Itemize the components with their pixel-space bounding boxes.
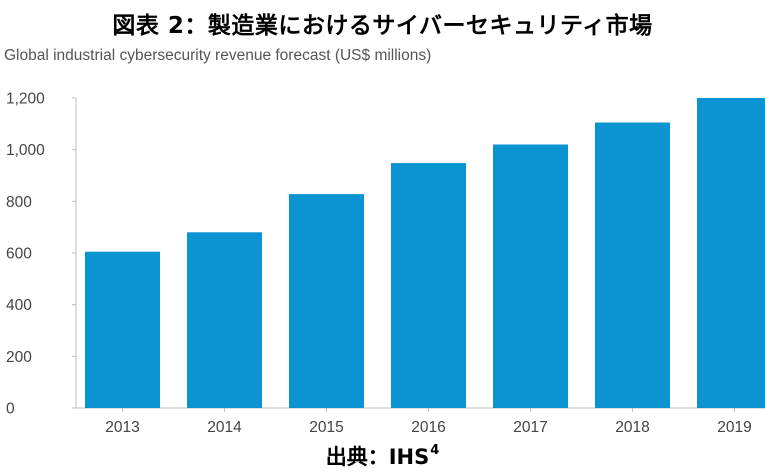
- y-ticks: 0 200 400 600 800 1,000 1,200: [6, 91, 76, 418]
- bars: [85, 98, 765, 408]
- y-tick-label: 600: [6, 246, 32, 263]
- x-tick-label: 2017: [513, 419, 547, 436]
- x-tick-label: 2019: [717, 419, 751, 436]
- bar-2014: [187, 232, 262, 408]
- y-tick-label: 1,000: [6, 142, 45, 159]
- y-tick-label: 400: [6, 297, 32, 314]
- x-tick-label: 2014: [207, 419, 242, 436]
- y-tick-label: 0: [6, 401, 15, 418]
- y-tick-label: 1,200: [6, 91, 45, 108]
- y-axis: 0 200 400 600 800 1,000 1,200: [6, 91, 77, 418]
- x-tick-label: 2018: [615, 419, 649, 436]
- source-note: 出典：IHS4: [0, 441, 765, 471]
- x-tick-label: 2013: [105, 419, 139, 436]
- bar-2016: [391, 163, 466, 408]
- y-tick-label: 200: [6, 349, 32, 366]
- x-axis: 2013 2014 2015 2016 2017 2018 2019: [76, 407, 765, 436]
- bar-2018: [595, 122, 670, 408]
- bar-2019: [697, 98, 765, 408]
- x-ticks: 2013 2014 2015 2016 2017 2018 2019: [105, 408, 752, 436]
- y-tick-label: 800: [6, 194, 32, 211]
- bar-2015: [289, 194, 364, 408]
- source-footnote-marker: 4: [430, 443, 440, 458]
- bar-2017: [493, 144, 568, 408]
- source-label: 出典：IHS: [325, 445, 430, 469]
- bar-2013: [85, 251, 160, 408]
- x-tick-label: 2015: [309, 419, 343, 436]
- chart-title: Global industrial cybersecurity revenue …: [4, 47, 432, 64]
- figure-title: 図表 2：製造業におけるサイバーセキュリティ市場: [112, 13, 653, 39]
- x-tick-label: 2016: [411, 419, 445, 436]
